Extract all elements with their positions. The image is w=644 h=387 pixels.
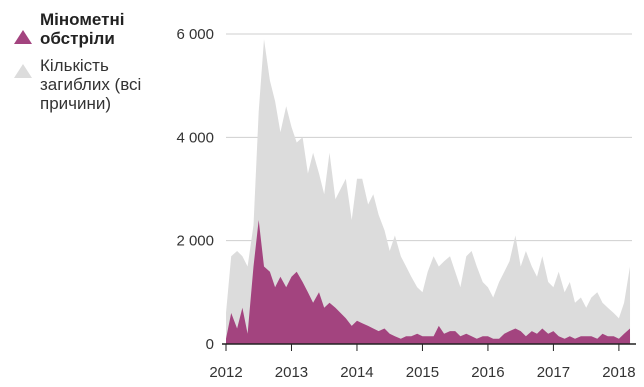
x-tick-label: 2016: [471, 364, 504, 381]
x-tick-labels: 2012 2013 2014 2015 2016 2017 2018: [209, 344, 636, 381]
legend: Мінометні обстріли Кількість загиблих (в…: [14, 10, 160, 121]
x-tick-label: 2015: [406, 364, 439, 381]
x-tick-label: 2013: [275, 364, 308, 381]
x-tick-label: 2018: [602, 364, 635, 381]
triangle-marker-icon: [14, 64, 32, 78]
area-series: [226, 220, 631, 344]
legend-label-mortar: Мінометні обстріли: [40, 10, 125, 48]
x-tick-label: 2017: [537, 364, 570, 381]
y-tick-labels: 0 2 000 4 000 6 000: [176, 26, 214, 353]
legend-label-deaths: Кількість загиблих (всі причини): [40, 56, 142, 113]
areas: [226, 39, 631, 344]
y-tick-label: 0: [206, 336, 214, 353]
legend-item-mortar: Мінометні обстріли: [14, 10, 160, 48]
y-tick-label: 4 000: [176, 129, 214, 146]
legend-item-deaths: Кількість загиблих (всі причини): [14, 56, 160, 113]
y-tick-label: 6 000: [176, 26, 214, 43]
x-tick-label: 2014: [340, 364, 373, 381]
triangle-marker-icon: [14, 30, 32, 44]
area-series: [226, 39, 631, 344]
x-tick-label: 2012: [209, 364, 242, 381]
y-tick-label: 2 000: [176, 233, 214, 250]
